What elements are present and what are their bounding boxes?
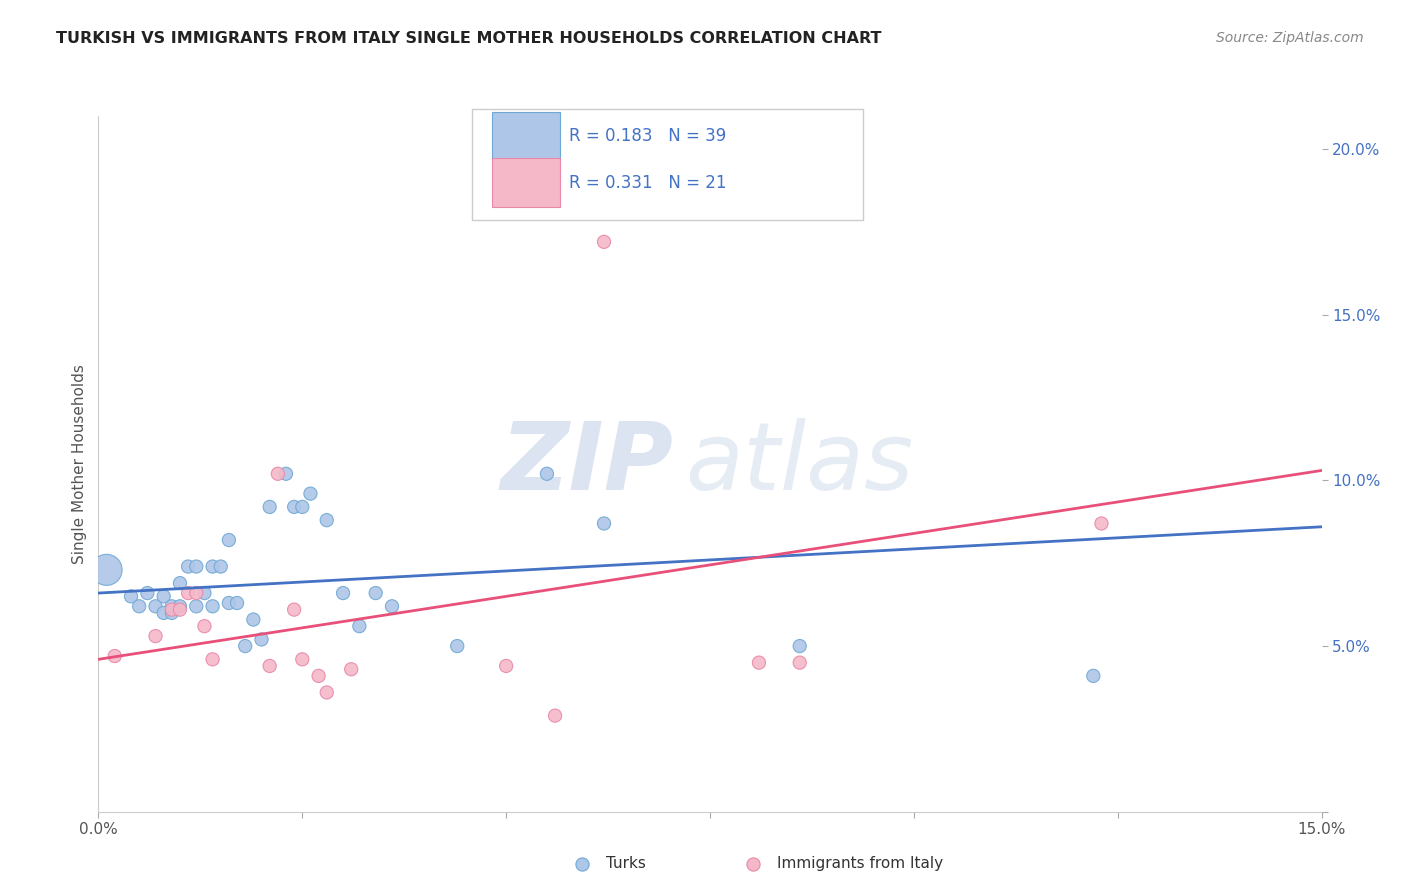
Text: Turks: Turks [606,856,645,871]
Point [145,629,167,643]
Point [186,599,208,614]
Point [193,586,215,600]
Point [446,639,468,653]
Point [160,599,183,614]
Point [96,563,118,577]
Point [593,235,616,249]
Point [291,652,314,666]
Text: Immigrants from Italy: Immigrants from Italy [778,856,943,871]
Point [152,590,174,604]
Point [593,516,616,531]
Point [136,586,159,600]
Point [748,656,770,670]
Point [177,559,200,574]
Point [250,632,273,647]
Point [274,467,297,481]
Point [145,599,167,614]
FancyBboxPatch shape [471,109,863,220]
Point [169,576,191,591]
Point [242,613,264,627]
Point [160,602,183,616]
Point [1083,669,1105,683]
Point [209,559,232,574]
Point [152,606,174,620]
Point [364,586,387,600]
Point [218,533,240,547]
Point [218,596,240,610]
Point [789,656,811,670]
Point [120,590,142,604]
Y-axis label: Single Mother Households: Single Mother Households [72,364,87,564]
Point [308,669,330,683]
Text: Source: ZipAtlas.com: Source: ZipAtlas.com [1216,31,1364,45]
Point [201,599,224,614]
Point [160,606,183,620]
Text: R = 0.183   N = 39: R = 0.183 N = 39 [569,127,727,145]
Point [315,685,337,699]
Point [315,513,337,527]
Point [186,586,208,600]
Point [340,662,363,676]
Point [226,596,249,610]
Point [495,659,517,673]
Point [259,500,281,514]
Text: ZIP: ZIP [501,417,673,510]
Point [128,599,150,614]
Point [201,559,224,574]
Point [381,599,404,614]
Point [177,586,200,600]
Point [193,619,215,633]
Text: TURKISH VS IMMIGRANTS FROM ITALY SINGLE MOTHER HOUSEHOLDS CORRELATION CHART: TURKISH VS IMMIGRANTS FROM ITALY SINGLE … [56,31,882,46]
Point [283,602,305,616]
Text: R = 0.331   N = 21: R = 0.331 N = 21 [569,174,727,192]
Point [299,486,322,500]
FancyBboxPatch shape [492,159,560,207]
Point [169,602,191,616]
Point [789,639,811,653]
Point [291,500,314,514]
Point [104,648,127,663]
Text: atlas: atlas [686,418,914,509]
Point [201,652,224,666]
Point [349,619,371,633]
Point [283,500,305,514]
Point [536,467,558,481]
Point [186,559,208,574]
Point [1090,516,1112,531]
Point [332,586,354,600]
Point [169,599,191,614]
FancyBboxPatch shape [492,112,560,161]
Point [544,708,567,723]
Point [259,659,281,673]
Point [267,467,290,481]
Point [233,639,256,653]
